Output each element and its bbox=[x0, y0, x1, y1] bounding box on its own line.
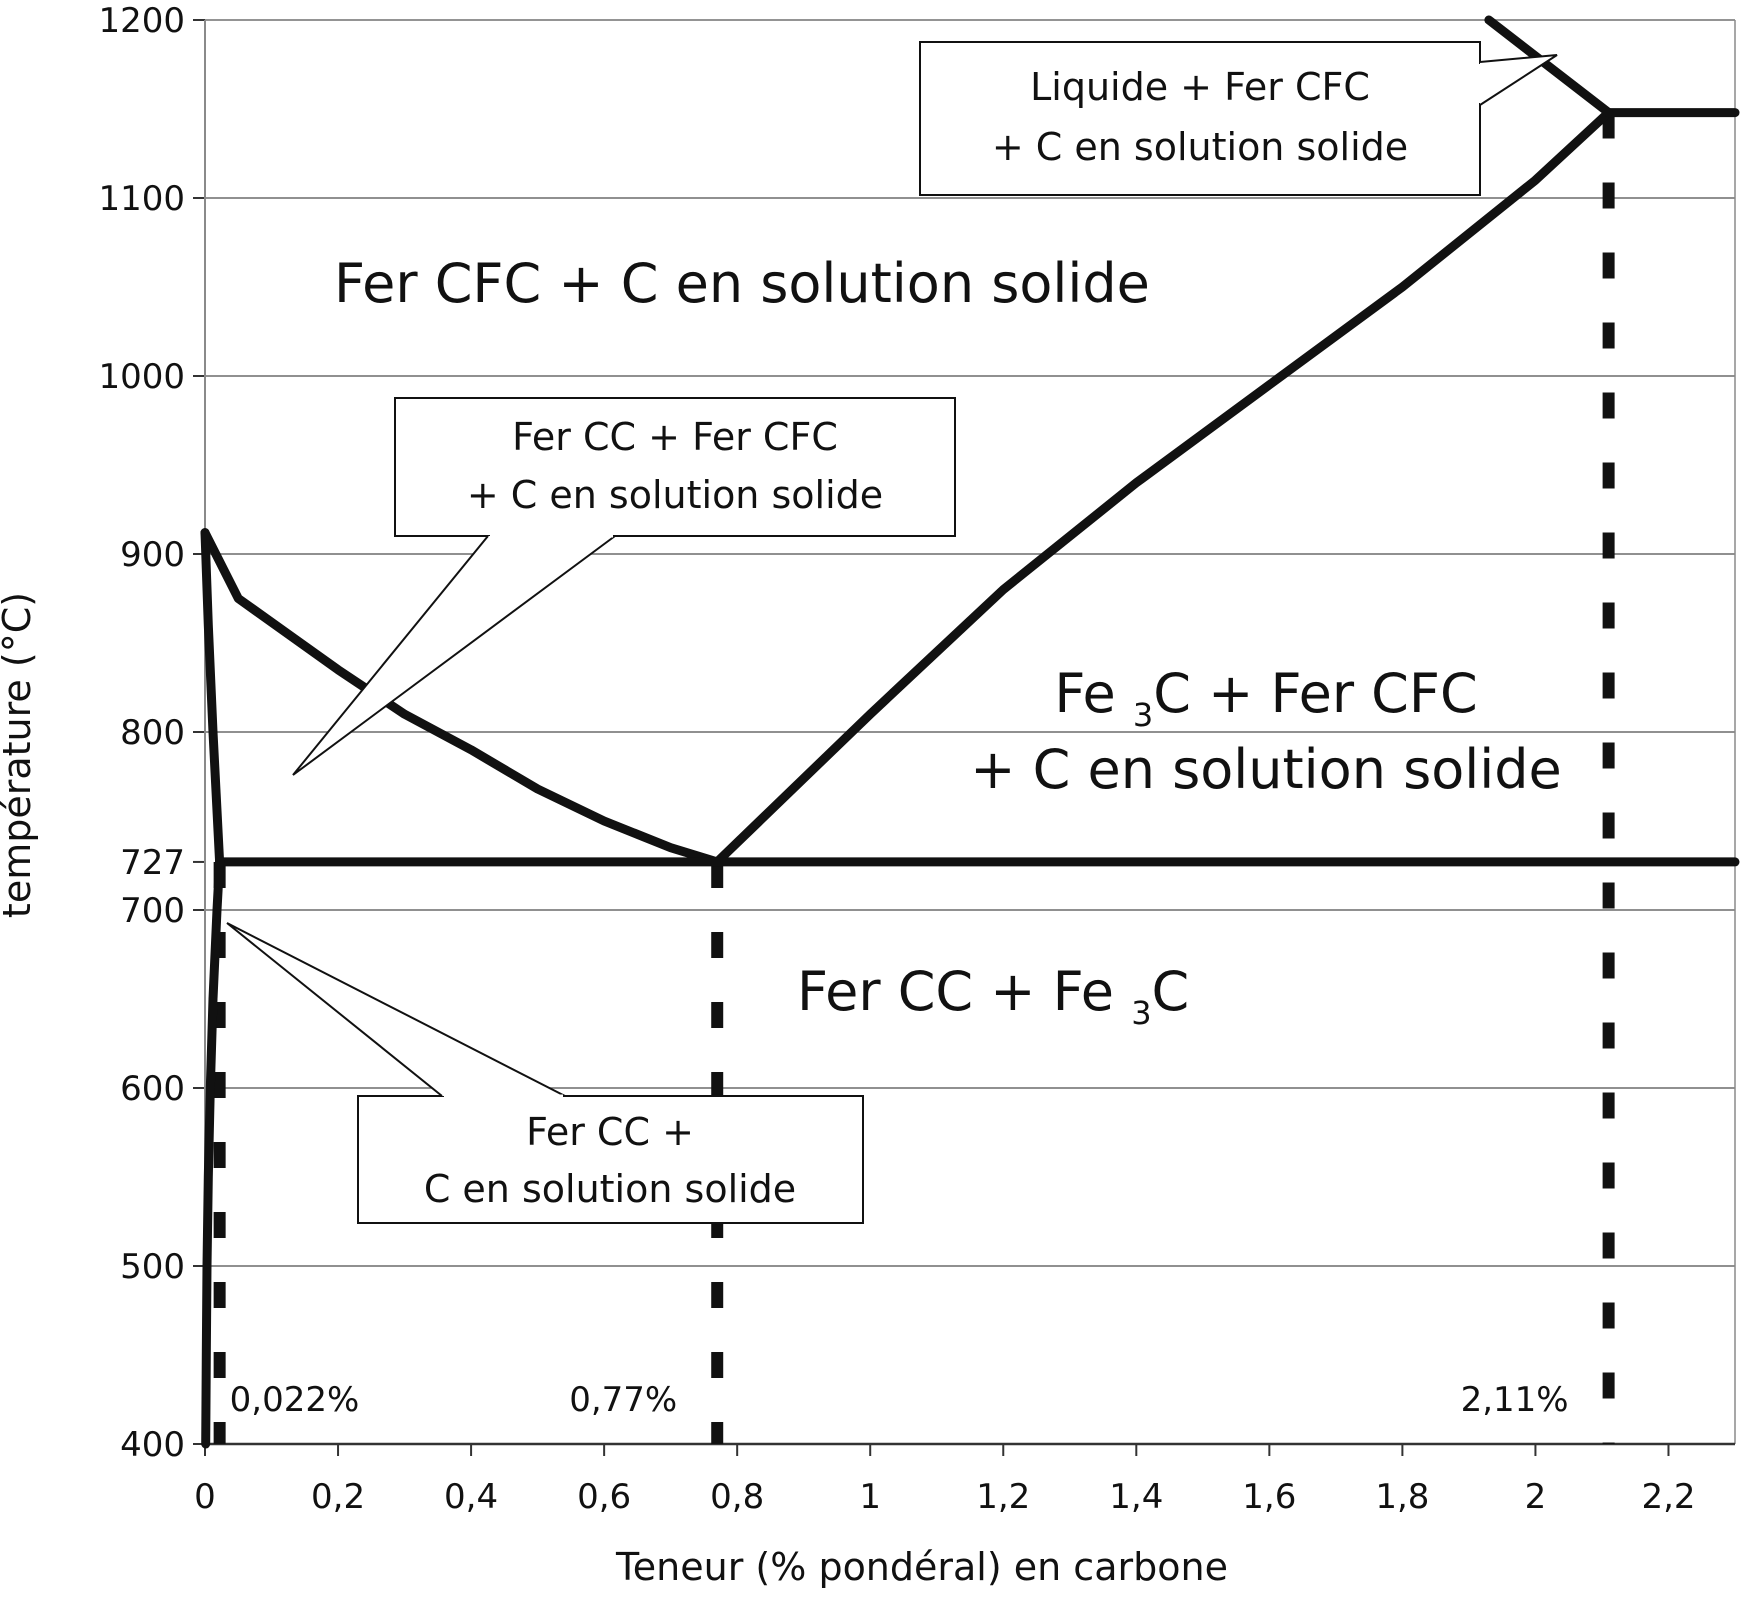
y-tick-label: 1000 bbox=[98, 357, 185, 397]
labels: Fer CFC + C en solution solide Fe 3C + Fe… bbox=[334, 252, 1562, 1032]
x-tick-label: 0 bbox=[194, 1477, 216, 1517]
callout-text: Fer CC + Fer CFC bbox=[512, 415, 838, 459]
marker-label: 0,77% bbox=[569, 1380, 677, 1420]
phase-boundary-line bbox=[200, 528, 722, 867]
callout-pointer bbox=[226, 922, 566, 1097]
callout-text: Liquide + Fer CFC bbox=[1030, 65, 1370, 109]
y-tick-label: 727 bbox=[120, 843, 185, 883]
region-label: Fe 3C + Fer CFC bbox=[1054, 662, 1477, 734]
x-tick-label: 1 bbox=[859, 1477, 881, 1517]
y-tick-label: 400 bbox=[120, 1425, 185, 1465]
y-tick-label: 500 bbox=[120, 1247, 185, 1287]
x-tick-label: 0,6 bbox=[577, 1477, 631, 1517]
callout-text: Fer CC + bbox=[526, 1110, 694, 1154]
callouts: Liquide + Fer CFC + C en solution solide F… bbox=[226, 41, 1558, 1224]
phase-boundary-line bbox=[201, 857, 225, 1449]
y-tick-label: 1100 bbox=[98, 179, 185, 219]
callout-box bbox=[357, 1095, 864, 1224]
y-tick-label: 800 bbox=[120, 713, 185, 753]
y-tick-label: 700 bbox=[120, 891, 185, 931]
region-label: + C en solution solide bbox=[970, 738, 1562, 801]
x-tick-label: 0,8 bbox=[710, 1477, 764, 1517]
y-tick-label: 1200 bbox=[98, 1, 185, 41]
y-tick-label: 900 bbox=[120, 535, 185, 575]
region-label: Fer CC + Fe 3C bbox=[797, 960, 1189, 1032]
phase-boundary-line bbox=[200, 528, 225, 867]
marker-label: 0,022% bbox=[230, 1380, 360, 1420]
region-label: Fer CFC + C en solution solide bbox=[334, 252, 1150, 315]
x-tick-label: 0,2 bbox=[311, 1477, 365, 1517]
x-tick-label: 1,4 bbox=[1109, 1477, 1163, 1517]
callout-box bbox=[394, 397, 956, 537]
x-tick-label: 2,2 bbox=[1641, 1477, 1695, 1517]
callout-text: + C en solution solide bbox=[992, 125, 1408, 169]
phase-boundaries bbox=[200, 15, 1740, 1449]
x-tick-label: 2 bbox=[1525, 1477, 1547, 1517]
callout-pointer bbox=[1479, 54, 1558, 106]
x-tick-label: 1,2 bbox=[976, 1477, 1030, 1517]
phase-boundary-line bbox=[712, 108, 1614, 867]
x-axis-title: Teneur (% pondéral) en carbone bbox=[615, 1545, 1228, 1589]
y-axis-title: température (°C) bbox=[0, 592, 39, 918]
callout-text: + C en solution solide bbox=[467, 473, 883, 517]
callout-box bbox=[919, 41, 1481, 196]
x-tick-label: 0,4 bbox=[444, 1477, 498, 1517]
y-tick-label: 600 bbox=[120, 1069, 185, 1109]
axes: 400 500 600 700 727 800 900 1000 1100 1200 0 0,2 0,4… bbox=[98, 1, 1736, 1517]
marker-label: 2,11% bbox=[1461, 1380, 1569, 1420]
callout-pointer bbox=[292, 535, 616, 776]
x-tick-label: 1,6 bbox=[1242, 1477, 1296, 1517]
x-tick-label: 1,8 bbox=[1375, 1477, 1429, 1517]
callout-text: C en solution solide bbox=[424, 1167, 796, 1211]
phase-boundary-line bbox=[1484, 15, 1614, 118]
